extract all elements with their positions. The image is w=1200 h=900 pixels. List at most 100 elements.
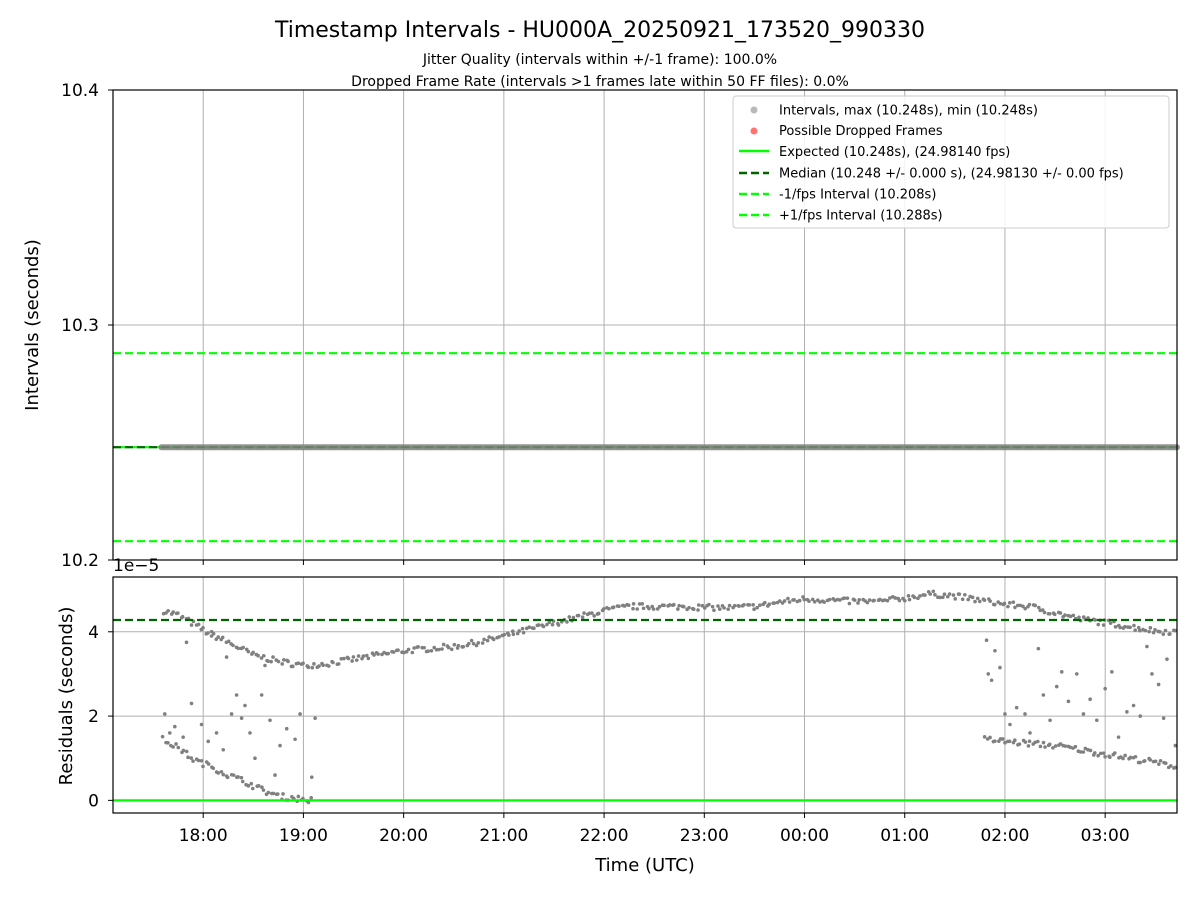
residual-point [480, 641, 485, 645]
residual-point [1011, 600, 1016, 604]
residual-point [201, 626, 205, 630]
x-tick-label: 01:00 [880, 826, 929, 846]
residual-point [1101, 623, 1106, 627]
residual-point [912, 595, 917, 600]
residual-point-outlier [1131, 703, 1136, 708]
residual-point-outlier [224, 655, 229, 659]
residual-point [1086, 616, 1090, 620]
residual-point-outlier [1066, 699, 1071, 704]
residual-point-outlier [259, 693, 264, 697]
residual-point [301, 661, 305, 666]
residual-point [211, 631, 216, 636]
residual-point [607, 606, 611, 611]
residual-point [386, 651, 391, 656]
intervals-y-ticks: 10.2 10.3 10.4 [61, 81, 113, 571]
residual-point [497, 635, 501, 639]
residual-point-low [219, 769, 224, 774]
residual-point-outlier [1145, 644, 1149, 649]
residuals-panel: 0 2 4 18:00 19:00 20:00 21:00 22:00 23:00 00:00 0… [56, 556, 1178, 876]
residual-point [491, 637, 496, 642]
residual-point [507, 633, 511, 637]
residual-point-low [174, 742, 178, 746]
residual-point [527, 625, 532, 630]
residual-point-low [225, 775, 230, 780]
intervals-y-tick-label: 10.3 [61, 316, 99, 336]
residual-point [361, 654, 366, 658]
residual-point-low [256, 784, 261, 788]
residual-point-low [1051, 746, 1055, 750]
residual-point [261, 653, 266, 658]
residuals-reference-lines [113, 618, 1177, 802]
residual-point [456, 643, 461, 648]
x-tick-label: 18:00 [179, 826, 228, 846]
residual-point [276, 659, 281, 664]
residual-point [885, 598, 890, 603]
residual-point-low [1112, 751, 1117, 755]
residual-point [469, 638, 474, 643]
residuals-axes-frame [112, 576, 1178, 814]
residual-point-low [240, 779, 245, 784]
residual-point [241, 645, 246, 650]
residual-point [521, 630, 526, 635]
residual-point [865, 600, 870, 605]
residual-point-outlier [1161, 716, 1166, 720]
residual-point [702, 606, 707, 610]
residual-point [957, 592, 962, 596]
residual-point [998, 601, 1003, 606]
residual-point-outlier [989, 678, 994, 683]
residual-point-outlier [309, 775, 314, 779]
residual-point [1033, 603, 1038, 608]
residual-point [596, 611, 601, 616]
residual-point [941, 595, 945, 600]
residuals-y-tick-label: 4 [88, 623, 99, 643]
residual-point-low [993, 739, 997, 743]
residual-point [482, 637, 486, 642]
residual-point-outlier [173, 724, 177, 729]
residual-point [1052, 612, 1057, 617]
residual-point-low [249, 781, 254, 786]
residual-point [236, 646, 241, 651]
residual-point [847, 601, 852, 606]
residual-point [933, 593, 937, 597]
residual-point [1128, 625, 1132, 630]
residual-point [1161, 632, 1166, 636]
x-tick-label: 22:00 [580, 826, 629, 846]
residual-point [777, 599, 782, 603]
intervals-y-tick-label: 10.2 [61, 551, 99, 571]
residual-point [747, 603, 752, 607]
residual-point [992, 602, 997, 607]
residual-point-outlier [1014, 705, 1019, 710]
residual-point [364, 653, 369, 658]
residual-point [667, 603, 672, 607]
residual-point [631, 602, 636, 606]
residual-point [1163, 628, 1168, 633]
residual-point [1063, 613, 1067, 617]
residual-point [189, 623, 194, 627]
residual-point [631, 606, 635, 611]
residual-point [269, 659, 273, 664]
residual-point [280, 662, 285, 666]
residual-point [647, 606, 651, 611]
residuals-x-ticks: 18:00 19:00 20:00 21:00 22:00 23:00 00:00 01:00… [179, 813, 1130, 846]
legend: Intervals, max (10.248s), min (10.248s) … [732, 95, 1170, 229]
residual-point [326, 664, 331, 668]
residual-point-outlier [1103, 686, 1107, 691]
residual-point [757, 603, 762, 607]
residual-point-low [306, 800, 311, 805]
residual-point [216, 635, 221, 639]
residual-point-low [231, 773, 236, 777]
x-tick-label: 02:00 [980, 826, 1029, 846]
residual-point-outlier [162, 712, 167, 716]
residual-point-outlier [229, 712, 234, 716]
residual-point [963, 592, 967, 597]
residual-point-outlier [214, 731, 219, 735]
residual-point-outlier [298, 712, 302, 716]
residual-point-outlier [986, 672, 991, 676]
residual-point-outlier [284, 726, 289, 731]
residual-point-low [1053, 744, 1058, 748]
residual-point [511, 632, 516, 637]
residual-point [691, 607, 696, 612]
residual-point [947, 592, 952, 596]
residual-point-low [221, 772, 226, 777]
residual-point-outlier [268, 718, 272, 723]
